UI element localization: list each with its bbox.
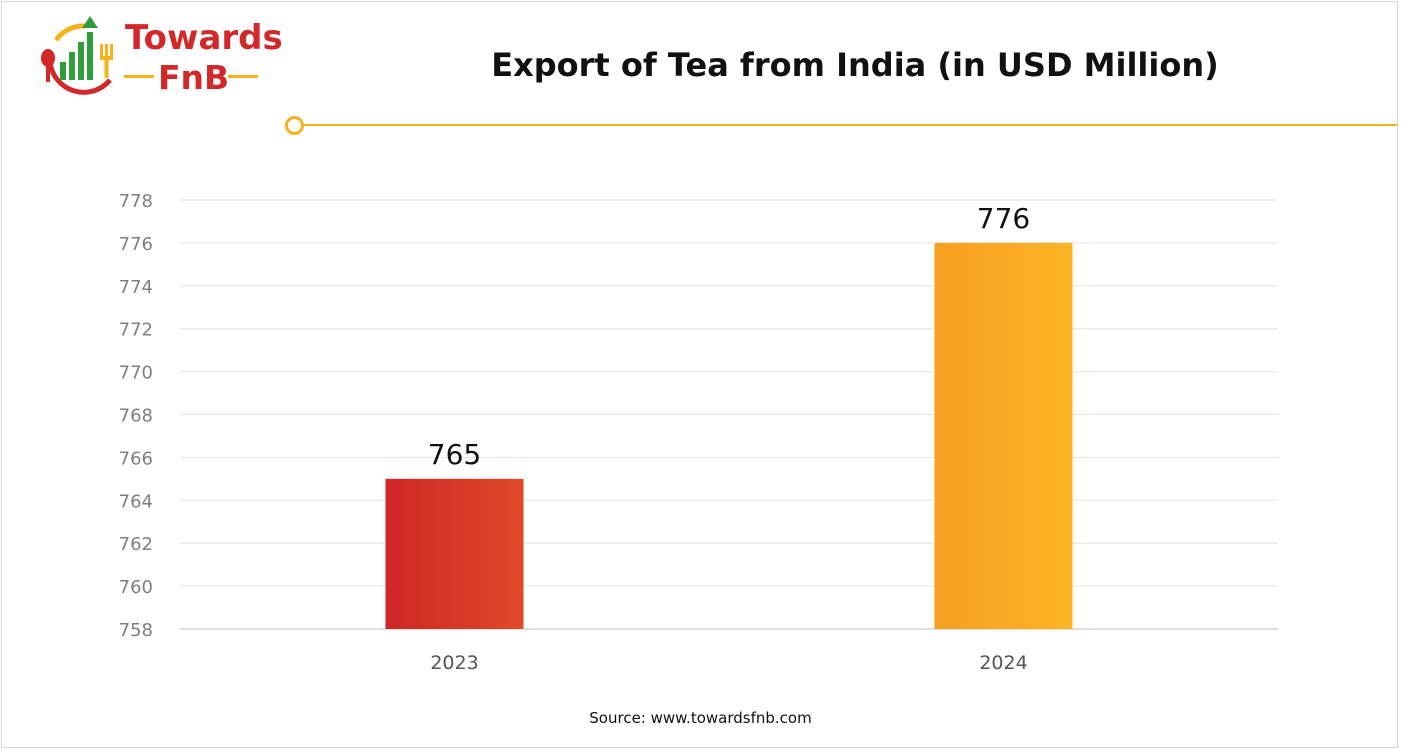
y-tick-label: 760 xyxy=(119,577,153,598)
source-note: Source: www.towardsfnb.com xyxy=(589,709,812,727)
bar-2023 xyxy=(385,478,524,629)
y-tick-label: 758 xyxy=(119,620,153,641)
data-label-2023: 765 xyxy=(428,438,481,471)
y-tick-label: 762 xyxy=(119,534,153,555)
y-tick-label: 764 xyxy=(119,491,153,512)
y-tick-label: 766 xyxy=(119,448,153,469)
x-axis: 2023 2024 xyxy=(430,652,1027,674)
x-tick-label-2023: 2023 xyxy=(430,652,478,674)
logo-line-right xyxy=(228,75,258,78)
bar-2024 xyxy=(934,242,1073,629)
y-tick-label: 778 xyxy=(119,191,153,212)
y-tick-label: 772 xyxy=(119,320,153,341)
divider-line xyxy=(303,124,1397,126)
chart-title: Export of Tea from India (in USD Million… xyxy=(491,46,1219,84)
logo-text-fnb: FnB xyxy=(158,58,230,97)
y-tick-label: 776 xyxy=(119,234,153,255)
data-labels: 765 776 xyxy=(428,202,1030,471)
x-tick-label-2024: 2024 xyxy=(979,652,1027,674)
towards-fnb-logo: Towards FnB xyxy=(38,14,283,98)
logo-text-towards: Towards xyxy=(125,18,283,58)
logo-line-left xyxy=(124,75,154,78)
data-label-2024: 776 xyxy=(977,202,1030,235)
divider-dot xyxy=(285,116,304,135)
logo-emblem-icon xyxy=(41,16,113,95)
y-axis: 758 760 762 764 766 768 770 772 774 776 778 xyxy=(119,191,153,641)
y-tick-label: 768 xyxy=(119,406,153,427)
y-tick-label: 770 xyxy=(119,363,153,384)
bars xyxy=(385,242,1073,629)
y-tick-label: 774 xyxy=(119,277,153,298)
gridlines xyxy=(180,199,1278,630)
